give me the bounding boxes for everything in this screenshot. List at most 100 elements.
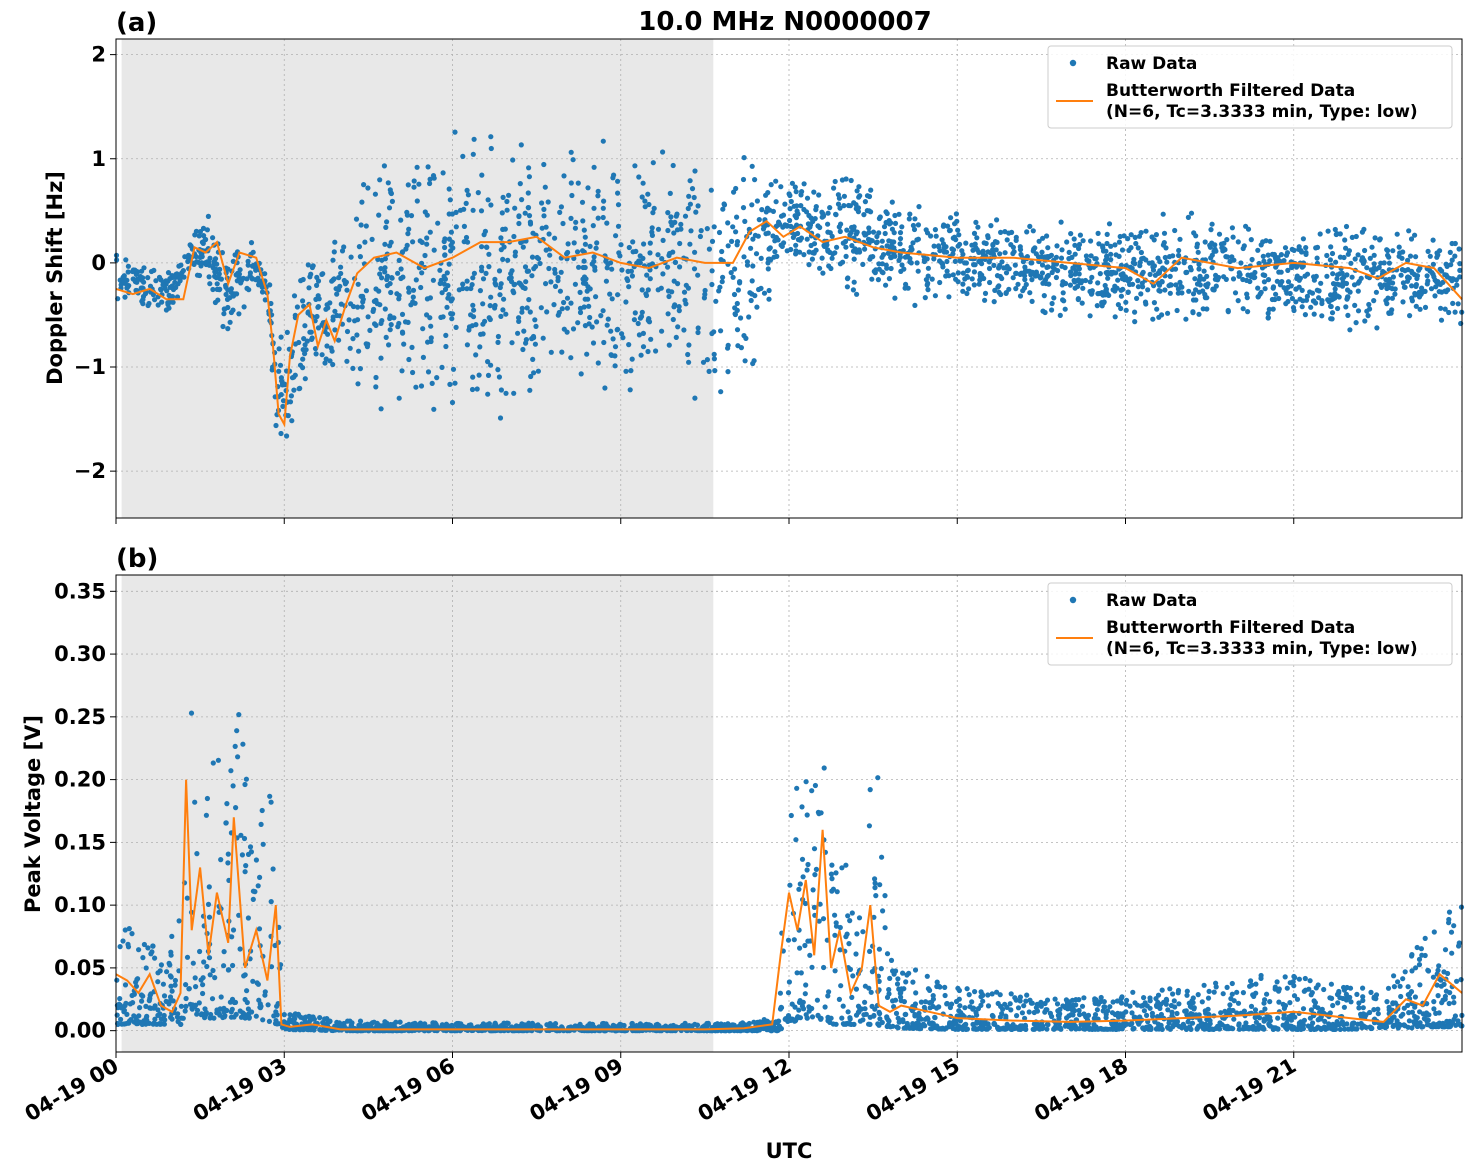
raw-data-point (605, 316, 611, 322)
raw-data-point (569, 192, 575, 199)
raw-data-point (835, 201, 842, 207)
raw-data-point (822, 1004, 828, 1010)
raw-data-point (1022, 264, 1028, 270)
raw-data-point (373, 374, 379, 381)
raw-data-point (1418, 946, 1424, 952)
raw-data-point (446, 261, 452, 267)
raw-data-point (1347, 994, 1353, 1001)
raw-data-point (1236, 1026, 1242, 1032)
raw-data-point (1079, 300, 1085, 306)
raw-data-point (791, 203, 797, 209)
raw-data-point (1414, 275, 1420, 282)
raw-data-point (355, 304, 361, 310)
raw-data-point (1147, 1005, 1153, 1011)
raw-data-point (1150, 1013, 1156, 1019)
raw-data-point (155, 1012, 161, 1019)
raw-data-point (1221, 274, 1227, 280)
raw-data-point (1068, 269, 1074, 275)
raw-data-point (338, 301, 344, 307)
raw-data-point (500, 256, 506, 262)
raw-data-point (1405, 274, 1411, 280)
raw-data-point (120, 938, 126, 944)
raw-data-point (1138, 1003, 1144, 1009)
raw-data-point (1294, 273, 1300, 279)
raw-data-point (280, 403, 286, 409)
raw-data-point (1123, 307, 1129, 313)
raw-data-point (1234, 989, 1240, 995)
raw-data-point (1100, 1008, 1106, 1014)
raw-data-point (778, 184, 784, 190)
raw-data-point (431, 406, 437, 412)
raw-data-point (844, 284, 851, 290)
raw-data-point (967, 1004, 973, 1010)
raw-data-point (941, 245, 947, 251)
raw-data-point (1244, 277, 1250, 283)
raw-data-point (471, 307, 477, 313)
raw-data-point (175, 1011, 181, 1017)
raw-data-point (1424, 273, 1430, 279)
raw-data-point (519, 305, 525, 311)
raw-data-point (801, 181, 807, 187)
raw-data-point (854, 291, 860, 297)
raw-data-point (1374, 325, 1380, 331)
raw-data-point (1132, 319, 1138, 325)
raw-data-point (1171, 998, 1177, 1004)
raw-data-point (877, 1011, 883, 1017)
raw-data-point (804, 195, 811, 201)
raw-data-point (1419, 285, 1425, 291)
raw-data-point (396, 292, 402, 299)
raw-data-point (1347, 327, 1353, 333)
raw-data-point (845, 1009, 851, 1015)
raw-data-point (673, 334, 679, 340)
raw-data-point (828, 265, 834, 272)
raw-data-point (245, 915, 251, 921)
raw-data-point (418, 383, 425, 389)
raw-data-point (1039, 262, 1046, 268)
raw-data-point (653, 348, 659, 354)
raw-data-point (809, 256, 816, 262)
raw-data-point (1322, 1018, 1328, 1024)
raw-data-point (502, 226, 508, 232)
raw-data-point (1400, 299, 1406, 305)
raw-data-point (1428, 286, 1435, 292)
raw-data-point (1365, 313, 1371, 319)
raw-data-point (841, 203, 847, 209)
raw-data-point (1267, 999, 1273, 1005)
raw-data-point (950, 272, 956, 278)
raw-data-point (1454, 978, 1460, 984)
raw-data-point (383, 334, 389, 340)
raw-data-point (1154, 1003, 1160, 1010)
raw-data-point (1355, 252, 1361, 258)
raw-data-point (1190, 291, 1197, 297)
raw-data-point (816, 811, 822, 817)
raw-data-point (612, 363, 618, 369)
raw-data-point (1319, 313, 1325, 319)
raw-data-point (488, 294, 494, 300)
raw-data-point (1008, 1007, 1014, 1013)
raw-data-point (702, 287, 708, 294)
raw-data-point (921, 1004, 928, 1010)
raw-data-point (152, 297, 158, 303)
raw-data-point (813, 247, 819, 253)
raw-data-point (551, 302, 557, 308)
raw-data-point (799, 856, 806, 862)
raw-data-point (194, 1007, 201, 1013)
raw-data-point (720, 274, 726, 280)
raw-data-point (527, 309, 533, 315)
raw-data-point (1188, 267, 1194, 273)
raw-data-point (899, 224, 905, 230)
raw-data-point (914, 260, 920, 266)
raw-data-point (816, 192, 822, 198)
raw-data-point (1237, 272, 1243, 278)
raw-data-point (1162, 287, 1168, 293)
raw-data-point (734, 214, 740, 220)
raw-data-point (875, 277, 882, 283)
raw-data-point (308, 1015, 314, 1022)
raw-data-point (976, 281, 982, 287)
raw-data-point (1265, 277, 1272, 283)
raw-data-point (505, 1020, 511, 1026)
raw-data-point (921, 258, 928, 265)
raw-data-point (980, 998, 986, 1004)
raw-data-point (1224, 984, 1230, 991)
raw-data-point (1058, 219, 1064, 225)
